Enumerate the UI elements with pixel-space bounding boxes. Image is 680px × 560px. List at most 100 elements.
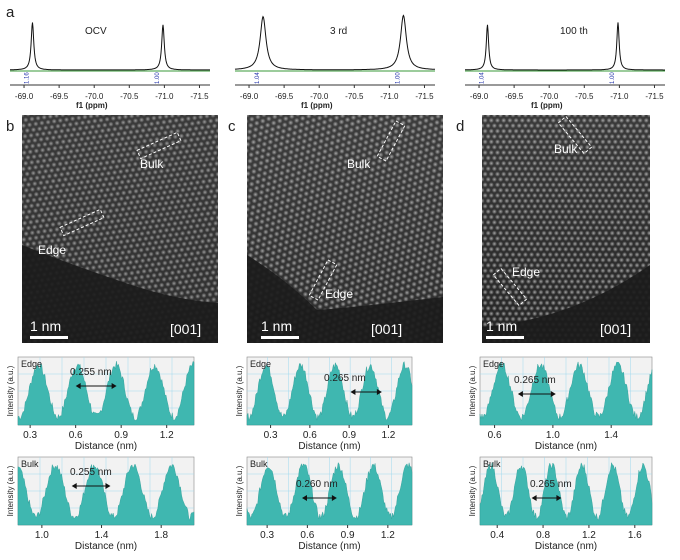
x-tick-label: 0.3 (23, 430, 37, 441)
zone-axis-label: [001] (170, 321, 202, 337)
arrow-head-right (111, 383, 117, 389)
x-axis-label: Distance (nm) (298, 441, 360, 452)
nmr-panel-label: 100 th (560, 26, 588, 37)
panel-letter-b: b (6, 118, 15, 135)
profile-plot-d_edge: Edge 0.265 nm 0.6 1.0 1.4 Distance (nm) Intens… (468, 356, 653, 452)
scale-bar-label: 1 nm (30, 318, 62, 334)
x-tick-label: -70.0 (540, 92, 559, 101)
dashed-region-box (136, 131, 182, 160)
arrow-head-right (556, 495, 562, 501)
y-axis-label: Intensity (a.u.) (6, 465, 15, 516)
zone-axis-label: [001] (371, 321, 403, 337)
intensity-profile (17, 463, 195, 526)
x-tick-label: 0.8 (536, 530, 550, 541)
x-axis-label: f1 (ppm) (76, 101, 108, 110)
profile-region-tag: Edge (21, 359, 42, 369)
x-tick-label: -71.5 (415, 92, 434, 101)
lattice-spacing-label: 0.255 nm (70, 367, 112, 378)
x-tick-label: 0.9 (342, 430, 356, 441)
bulk-label: Bulk (140, 157, 164, 171)
x-axis-label: f1 (ppm) (531, 101, 563, 110)
x-tick-label: 0.9 (114, 430, 128, 441)
lattice-spacing-label: 0.260 nm (296, 479, 338, 490)
profile-region-tag: Edge (250, 359, 271, 369)
lattice-spacing-label: 0.255 nm (70, 467, 112, 478)
arrow-head-left (302, 495, 307, 501)
intensity-profile (17, 361, 195, 426)
nmr-panel: -69.0 -69.5 -70.0 -70.5 -71.0 -71.5 f1 (ppm) 10… (465, 22, 665, 110)
arrow-head-left (517, 391, 523, 397)
x-tick-label: 1.4 (95, 530, 109, 541)
y-axis-label: Intensity (a.u.) (235, 365, 244, 416)
x-tick-label: 1.8 (154, 530, 168, 541)
nmr-spectrum-line (234, 14, 435, 71)
nmr-spectrum-line (465, 22, 665, 71)
integral-value: 1.04 (255, 72, 261, 84)
x-axis-label: f1 (ppm) (301, 101, 333, 110)
integral-value: 1.16 (24, 72, 30, 84)
dashed-region-box (59, 208, 105, 237)
nmr-panel: -69.0 -69.5 -70.0 -70.5 -71.0 -71.5 f1 (ppm) 3 … (234, 14, 435, 110)
x-tick-label: -71.5 (190, 92, 209, 101)
arrow-head-right (376, 389, 382, 395)
x-tick-label: 0.3 (260, 530, 274, 541)
x-tick-label: 1.2 (381, 530, 395, 541)
profile-region-tag: Bulk (483, 459, 501, 469)
profile-region-tag: Bulk (250, 459, 268, 469)
x-tick-label: 1.2 (381, 430, 395, 441)
intensity-profile (479, 461, 653, 526)
x-axis-label: Distance (nm) (535, 441, 597, 452)
x-axis-label: Distance (nm) (535, 541, 597, 552)
nmr-spectrum-line (10, 22, 210, 71)
x-tick-label: -70.0 (310, 92, 329, 101)
nmr-spectrum-ocv: -69.0 -69.5 -70.0 -70.5 -71.0 -71.5 f1 (ppm) OC… (10, 14, 665, 110)
y-axis-label: Intensity (a.u.) (468, 365, 477, 416)
arrow-head-right (331, 495, 337, 501)
x-tick-label: -69.5 (275, 92, 294, 101)
arrow-head-left (71, 483, 77, 489)
lattice-spacing-label: 0.265 nm (324, 373, 366, 384)
profile-plot-d_bulk: Bulk 0.265 nm 0.4 0.8 1.2 1.6 Distance (nm) Int… (468, 456, 653, 552)
x-tick-label: 1.6 (628, 530, 642, 541)
edge-label: Edge (38, 243, 67, 257)
x-tick-label: 0.3 (264, 430, 278, 441)
profile-region-tag: Bulk (21, 459, 39, 469)
x-tick-label: -69.0 (240, 92, 259, 101)
scale-bar (486, 336, 524, 339)
integral-value: 1.00 (610, 72, 616, 84)
integral-value: 1.04 (479, 72, 485, 84)
x-tick-label: 1.2 (582, 530, 596, 541)
x-tick-label: -70.5 (345, 92, 364, 101)
x-tick-label: 1.2 (160, 430, 174, 441)
x-tick-label: 0.6 (303, 430, 317, 441)
edge-label: Edge (325, 287, 354, 301)
tem-image-d: Bulk Edge 1 nm [001] (482, 115, 650, 343)
tem-image-c: Bulk Edge 1 nm [001] (247, 115, 443, 343)
x-tick-label: -70.0 (85, 92, 104, 101)
x-tick-label: -69.0 (470, 92, 489, 101)
amorphous-region (247, 255, 443, 343)
panel-letter-d: d (456, 118, 465, 135)
x-tick-label: 0.6 (488, 430, 502, 441)
arrow-head-right (550, 391, 556, 397)
nmr-panel-label: 3 rd (330, 26, 347, 37)
panel-letter-a: a (6, 4, 15, 21)
intensity-profile (246, 361, 413, 426)
intensity-profile (246, 462, 413, 526)
profile-plot-c_bulk: Bulk 0.260 nm 0.3 0.6 0.9 1.2 Distance (nm) Int… (235, 456, 413, 552)
arrow-head-left (350, 389, 356, 395)
profile-region-tag: Edge (483, 359, 504, 369)
x-tick-label: -71.0 (380, 92, 399, 101)
profile-plot-b_bulk: Bulk 0.255 nm 1.0 1.4 1.8 Distance (nm) Intens… (6, 456, 195, 552)
lattice-spacing-label: 0.265 nm (530, 479, 572, 490)
x-tick-label: 0.4 (490, 530, 504, 541)
x-axis-label: Distance (nm) (75, 541, 137, 552)
x-tick-label: 0.6 (300, 530, 314, 541)
scale-bar-label: 1 nm (486, 318, 518, 334)
amorphous-region (482, 265, 650, 343)
x-tick-label: -69.0 (15, 92, 34, 101)
y-axis-label: Intensity (a.u.) (468, 465, 477, 516)
arrow-head-left (75, 383, 81, 389)
intensity-profile (479, 361, 653, 426)
